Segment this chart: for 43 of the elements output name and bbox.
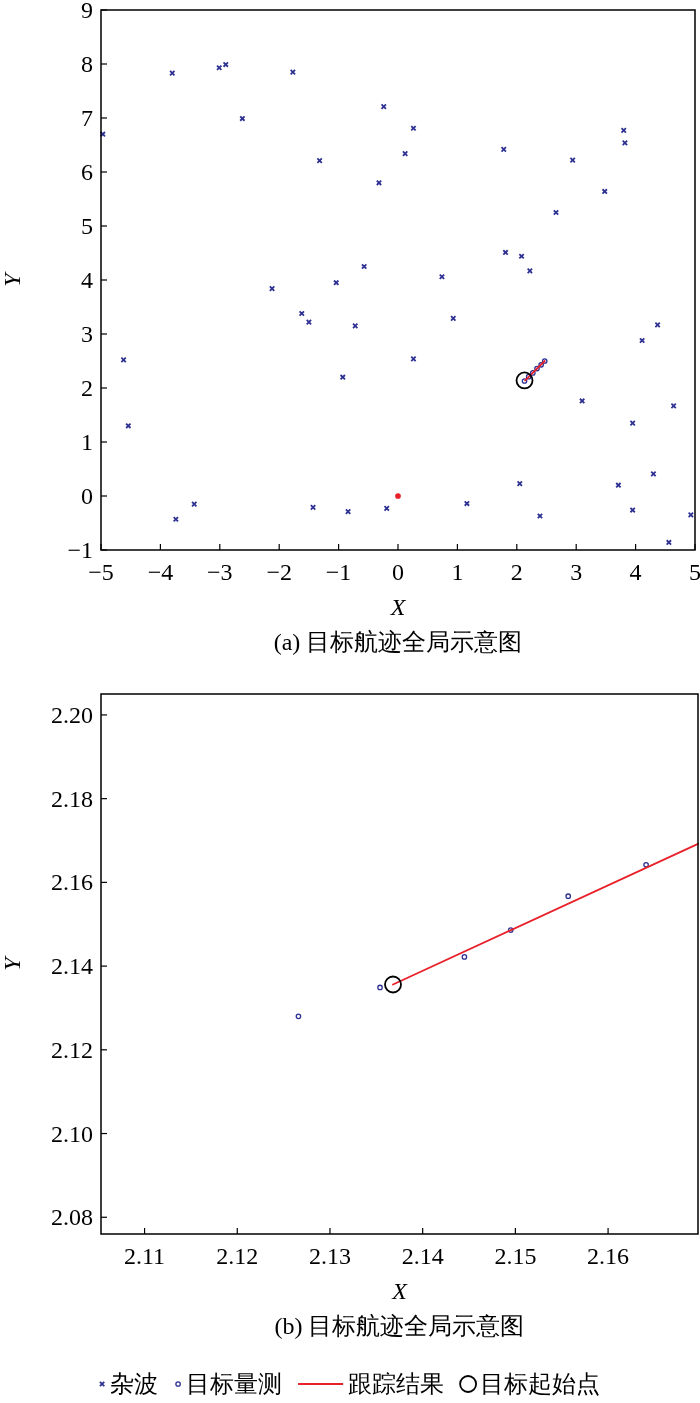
y-tick-label: 1 [81, 429, 93, 455]
x-tick-label: 2.11 [124, 1243, 166, 1269]
x-tick-label: 2.13 [308, 1243, 351, 1269]
x-tick-label: 2.12 [216, 1243, 259, 1269]
y-tick-label: 0 [81, 483, 93, 509]
y-tick-label: 3 [81, 321, 93, 347]
y-axis-title: Y [0, 954, 25, 971]
legend-label: 杂波 [110, 1371, 159, 1397]
x-tick-label: 4 [629, 559, 642, 585]
x-axis-title: X [391, 1278, 409, 1304]
y-tick-label: 2.14 [51, 953, 93, 980]
x-tick-label: −3 [207, 559, 233, 585]
y-tick-label: 6 [81, 159, 93, 185]
y-tick-label: 2.12 [51, 1036, 93, 1063]
x-tick-label: 5 [689, 559, 700, 585]
text: (b) 目标航迹全局示意图 [274, 1313, 525, 1339]
x-tick-label: 0 [392, 559, 404, 585]
legend-label: 跟踪结果 [348, 1371, 445, 1397]
x-tick-label: 2.15 [494, 1243, 537, 1269]
x-tick-label: 3 [570, 559, 583, 585]
y-tick-label: 2 [81, 375, 93, 401]
x-tick-label: 2 [510, 559, 523, 585]
y-tick-label: 7 [81, 105, 93, 131]
x-axis-title: X [389, 594, 407, 620]
y-tick-label: 9 [81, 0, 93, 23]
x-tick-label: 2.16 [587, 1243, 630, 1269]
x-tick-label: 2.14 [401, 1243, 444, 1269]
x-tick-label: −1 [325, 559, 352, 585]
y-tick-label: 2.10 [51, 1120, 93, 1147]
x-tick-label: −4 [147, 559, 174, 585]
y-tick-label: 4 [81, 267, 93, 293]
y-tick-label: 8 [81, 51, 93, 77]
x-tick-label: −2 [266, 559, 292, 585]
legend-label: 目标量测 [186, 1371, 283, 1397]
y-tick-label: 2.20 [51, 701, 93, 728]
y-tick-label: 5 [81, 213, 93, 239]
y-axis-title: Y [0, 270, 25, 287]
legend-label: 目标起始点 [480, 1371, 601, 1397]
x-tick-label: 1 [451, 559, 464, 585]
text: (a) 目标航迹全局示意图 [273, 629, 523, 655]
y-tick-label: 2.18 [51, 785, 93, 812]
y-tick-label: 2.08 [51, 1204, 93, 1231]
y-tick-label: 2.16 [51, 869, 93, 896]
